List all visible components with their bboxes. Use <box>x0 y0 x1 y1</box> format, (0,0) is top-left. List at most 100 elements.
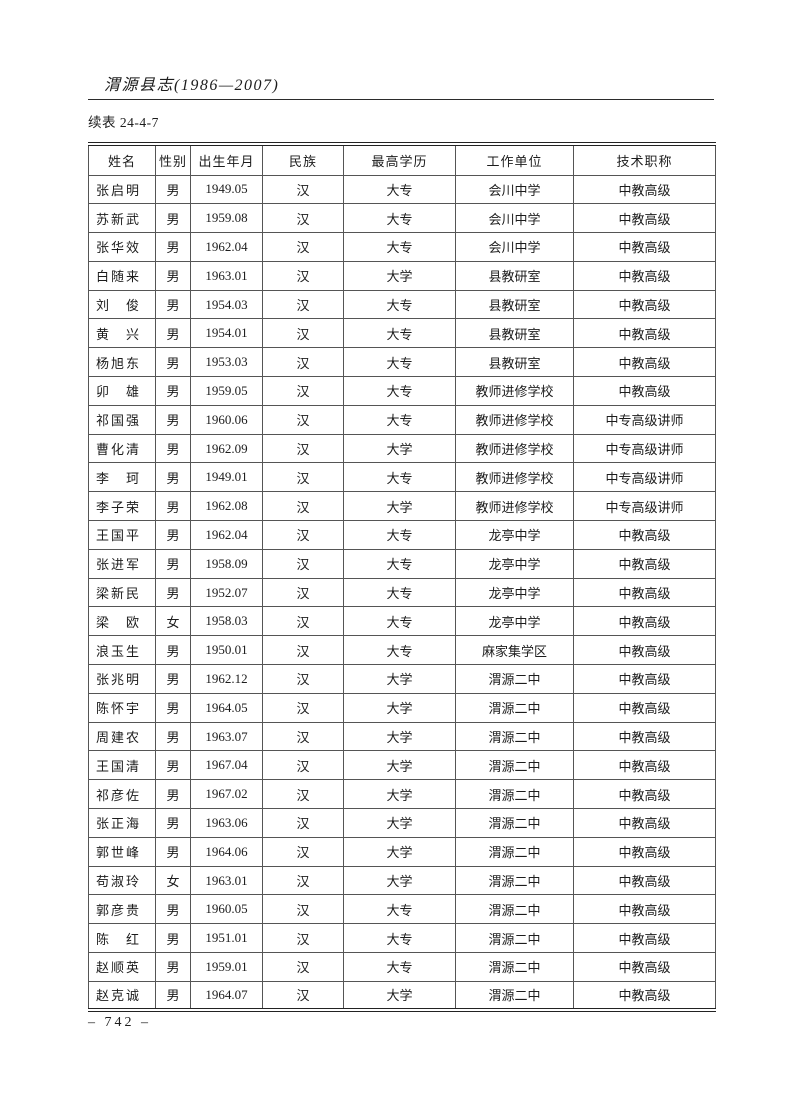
cell-gender: 女 <box>155 865 191 896</box>
cell-gender: 男 <box>155 952 191 982</box>
header-ethnicity: 民族 <box>262 143 344 176</box>
cell-work-unit: 教师进修学校 <box>455 462 574 493</box>
cell-name: 祁彦佐 <box>88 779 156 810</box>
cell-ethnicity: 汉 <box>262 548 344 579</box>
header-education: 最高学历 <box>343 143 456 176</box>
cell-name: 张华效 <box>88 232 156 262</box>
cell-work-unit: 龙亭中学 <box>455 548 574 579</box>
cell-birth-date: 1962.08 <box>190 491 263 522</box>
cell-birth-date: 1953.03 <box>190 347 263 378</box>
cell-birth-date: 1962.12 <box>190 664 263 694</box>
cell-ethnicity: 汉 <box>262 404 344 435</box>
cell-education: 大学 <box>343 721 456 752</box>
table-row: 周建农男 1963.07 汉大学 渭源二中 中教高级 <box>88 721 716 752</box>
cell-gender: 男 <box>155 721 191 752</box>
cell-name: 杨旭东 <box>88 347 156 378</box>
cell-work-unit: 渭源二中 <box>455 808 574 838</box>
cell-work-unit: 龙亭中学 <box>455 520 574 550</box>
table-body: 张启明男 1949.05 汉大专 会川中学 中教高级 苏新武男 1959.08 汉大专 会川中学… <box>88 174 716 1011</box>
cell-title: 中教高级 <box>573 750 716 781</box>
cell-title: 中教高级 <box>573 923 716 954</box>
cell-ethnicity: 汉 <box>262 491 344 522</box>
cell-ethnicity: 汉 <box>262 894 344 925</box>
cell-gender: 男 <box>155 779 191 810</box>
cell-title: 中教高级 <box>573 836 716 867</box>
cell-ethnicity: 汉 <box>262 721 344 752</box>
cell-birth-date: 1964.07 <box>190 980 263 1011</box>
cell-name: 张兆明 <box>88 664 156 694</box>
cell-ethnicity: 汉 <box>262 635 344 666</box>
cell-education: 大学 <box>343 779 456 810</box>
cell-title: 中教高级 <box>573 692 716 723</box>
cell-birth-date: 1959.08 <box>190 203 263 234</box>
cell-ethnicity: 汉 <box>262 520 344 550</box>
cell-work-unit: 渭源二中 <box>455 952 574 982</box>
cell-birth-date: 1963.06 <box>190 808 263 838</box>
cell-name: 郭世峰 <box>88 836 156 867</box>
header-name: 姓名 <box>88 143 156 176</box>
cell-work-unit: 县教研室 <box>455 289 574 320</box>
header-work-unit: 工作单位 <box>455 143 574 176</box>
page-number: – 742 – <box>88 1015 151 1030</box>
cell-work-unit: 教师进修学校 <box>455 404 574 435</box>
header-title: 技术职称 <box>573 143 716 176</box>
cell-title: 中教高级 <box>573 664 716 694</box>
cell-gender: 男 <box>155 376 191 406</box>
table-row: 李 珂男 1949.01 汉大专 教师进修学校 中专高级讲师 <box>88 462 716 493</box>
cell-education: 大专 <box>343 174 456 205</box>
cell-work-unit: 县教研室 <box>455 260 574 291</box>
cell-ethnicity: 汉 <box>262 750 344 781</box>
table-row: 郭彦贵男 1960.05 汉大专 渭源二中 中教高级 <box>88 894 716 925</box>
cell-gender: 男 <box>155 318 191 349</box>
cell-education: 大专 <box>343 203 456 234</box>
cell-education: 大学 <box>343 750 456 781</box>
cell-ethnicity: 汉 <box>262 692 344 723</box>
table-row: 刘 俊男 1954.03 汉大专 县教研室 中教高级 <box>88 289 716 320</box>
cell-birth-date: 1950.01 <box>190 635 263 666</box>
cell-work-unit: 渭源二中 <box>455 779 574 810</box>
cell-work-unit: 渭源二中 <box>455 692 574 723</box>
cell-birth-date: 1964.06 <box>190 836 263 867</box>
table-row: 苟淑玲女 1963.01 汉大学 渭源二中 中教高级 <box>88 865 716 896</box>
cell-ethnicity: 汉 <box>262 779 344 810</box>
cell-name: 王国平 <box>88 520 156 550</box>
cell-birth-date: 1960.06 <box>190 404 263 435</box>
table-header: 姓名 性别 出生年月 民族 最高学历 工作单位 技术职称 <box>88 143 716 176</box>
cell-gender: 女 <box>155 606 191 637</box>
cell-title: 中教高级 <box>573 260 716 291</box>
cell-title: 中教高级 <box>573 174 716 205</box>
cell-title: 中专高级讲师 <box>573 404 716 435</box>
cell-birth-date: 1952.07 <box>190 577 263 608</box>
cell-birth-date: 1958.03 <box>190 606 263 637</box>
cell-title: 中教高级 <box>573 520 716 550</box>
cell-ethnicity: 汉 <box>262 376 344 406</box>
cell-work-unit: 渭源二中 <box>455 865 574 896</box>
cell-education: 大专 <box>343 520 456 550</box>
cell-gender: 男 <box>155 347 191 378</box>
cell-work-unit: 会川中学 <box>455 203 574 234</box>
cell-birth-date: 1963.01 <box>190 865 263 896</box>
cell-gender: 男 <box>155 404 191 435</box>
cell-gender: 男 <box>155 520 191 550</box>
cell-work-unit: 渭源二中 <box>455 836 574 867</box>
cell-ethnicity: 汉 <box>262 577 344 608</box>
cell-gender: 男 <box>155 750 191 781</box>
cell-education: 大学 <box>343 260 456 291</box>
cell-name: 卯 雄 <box>88 376 156 406</box>
cell-education: 大专 <box>343 606 456 637</box>
cell-title: 中专高级讲师 <box>573 433 716 464</box>
cell-education: 大专 <box>343 635 456 666</box>
cell-birth-date: 1959.01 <box>190 952 263 982</box>
cell-title: 中教高级 <box>573 865 716 896</box>
cell-title: 中教高级 <box>573 808 716 838</box>
cell-birth-date: 1962.04 <box>190 520 263 550</box>
cell-birth-date: 1967.02 <box>190 779 263 810</box>
header-gender: 性别 <box>155 143 191 176</box>
table-row: 赵克诚男 1964.07 汉大学 渭源二中 中教高级 <box>88 980 716 1011</box>
cell-ethnicity: 汉 <box>262 174 344 205</box>
table-row: 陈 红男 1951.01 汉大专 渭源二中 中教高级 <box>88 923 716 954</box>
cell-ethnicity: 汉 <box>262 318 344 349</box>
cell-work-unit: 麻家集学区 <box>455 635 574 666</box>
cell-work-unit: 渭源二中 <box>455 721 574 752</box>
cell-title: 中教高级 <box>573 203 716 234</box>
